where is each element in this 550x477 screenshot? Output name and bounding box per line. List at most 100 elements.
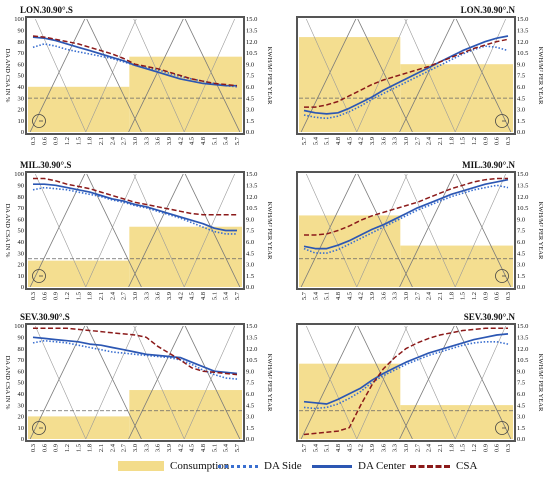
- y-tick-label: 10: [18, 425, 25, 432]
- series-line-da-center: [32, 336, 238, 375]
- x-tick-label: 3.3: [143, 444, 150, 452]
- y2-tick-label: 9.0: [246, 61, 254, 68]
- x-tick-label: 4.8: [335, 444, 342, 452]
- series-line-csa: [33, 327, 238, 376]
- x-tick-label: 4.8: [335, 137, 342, 145]
- y2-tick-label: 1.5: [246, 118, 254, 125]
- x-tick-label: 4.2: [358, 292, 365, 300]
- y-tick-label: 20: [18, 107, 25, 114]
- y2-tick-label: 0.0: [246, 436, 254, 443]
- x-tick-label: 2.4: [109, 136, 116, 145]
- y2-tick-label: 13.5: [246, 335, 257, 342]
- y2-tick-label: 13.5: [517, 335, 528, 342]
- x-tick-label: 1.2: [471, 292, 478, 300]
- x-tick-label: 0.6: [494, 291, 501, 300]
- decor-triangle-1: [29, 326, 142, 439]
- y2-tick-label: 1.5: [246, 273, 254, 280]
- x-tick-label: 1.5: [75, 292, 82, 300]
- x-tick-label: 1.2: [64, 292, 71, 300]
- decor-triangle-1: [300, 326, 413, 439]
- x-tick-label: 1.8: [87, 444, 94, 452]
- decor-group: [300, 19, 512, 132]
- x-tick-label: 5.4: [223, 443, 230, 452]
- x-tick-label: 3.0: [132, 137, 139, 145]
- panel-title: SEV.30.90°.S: [20, 312, 70, 322]
- y2-tick-label: 12.0: [517, 39, 528, 46]
- x-tick-label: 3.3: [392, 444, 399, 452]
- y-tick-label: 30: [18, 402, 25, 409]
- x-tick-label: 5.7: [234, 443, 241, 452]
- x-tick-label: 3.6: [380, 136, 387, 145]
- y-tick-label: 50: [18, 380, 25, 387]
- legend-label-da-side: DA Side: [264, 460, 302, 472]
- x-tick-label: 0.9: [53, 444, 60, 452]
- x-tick-label: 4.8: [335, 292, 342, 300]
- y2-tick-label: 12.0: [517, 194, 528, 201]
- y2-tick-label: 15.0: [246, 323, 257, 330]
- decor-triangle-1: [300, 19, 413, 132]
- series-line-da-center: [32, 36, 237, 87]
- y2-tick-label: 4.5: [517, 95, 525, 102]
- y2-tick-label: 4.5: [246, 250, 254, 257]
- y2-tick-label: 3.0: [246, 107, 254, 114]
- y2-tick-label: 6.0: [517, 239, 525, 246]
- x-tick-label: 4.5: [346, 444, 353, 452]
- panel-frame: [296, 171, 516, 290]
- y-tick-label: 0: [21, 129, 24, 136]
- y2-tick-label: 9.0: [517, 216, 525, 223]
- x-tick-label: 4.8: [200, 444, 207, 452]
- x-tick-label: 3.9: [166, 137, 173, 145]
- x-tick-label: 5.1: [324, 444, 331, 452]
- decor-group: [29, 19, 241, 132]
- y2-axis-label: KWH/M² PER YEAR: [537, 47, 544, 105]
- x-tick-label: 4.2: [177, 292, 184, 300]
- consumption-bar-2: [129, 226, 242, 287]
- decor-inverted-triangle-2: [133, 19, 236, 132]
- x-tick-label: 5.7: [234, 291, 241, 300]
- decor-triangle-2: [128, 19, 241, 132]
- x-tick-label: 2.7: [121, 291, 128, 300]
- y2-tick-label: 15.0: [517, 323, 528, 330]
- y-tick-label: 0: [21, 284, 24, 291]
- x-tick-label: 2.4: [426, 136, 433, 145]
- y2-tick-label: 4.5: [517, 250, 525, 257]
- x-tick-label: 2.7: [121, 136, 128, 145]
- y-tick-label: 80: [18, 346, 25, 353]
- x-tick-label: 4.2: [177, 444, 184, 452]
- series-line-csa: [303, 327, 508, 436]
- x-tick-label: 4.5: [346, 292, 353, 300]
- y2-axis-label: KWH/M² PER YEAR: [266, 202, 273, 260]
- y-tick-label: 50: [18, 228, 25, 235]
- y2-tick-label: 0.0: [246, 129, 254, 136]
- y-tick-label: 20: [18, 414, 25, 421]
- y2-tick-label: 9.0: [246, 368, 254, 375]
- y-tick-label: 100: [14, 323, 24, 330]
- panel-4: MIL.30.90°.N 5.7 5.4 5.1 4.8 4.5 4.2 3.9 3.6 3.3 3…: [296, 160, 544, 300]
- x-tick-label: 2.4: [109, 291, 116, 300]
- x-tick-label: 3.9: [166, 292, 173, 300]
- x-tick-label: 3.0: [403, 292, 410, 300]
- decor-inverted-triangle-2: [404, 326, 507, 439]
- x-tick-label: 0.9: [53, 292, 60, 300]
- decor-inverted-triangle-1: [305, 19, 408, 132]
- x-tick-label: 1.8: [448, 137, 455, 145]
- x-tick-label: 5.1: [211, 137, 218, 145]
- decor-triangle-1: [29, 174, 142, 287]
- y2-tick-label: 6.0: [246, 239, 254, 246]
- consumption-bar-2: [400, 405, 513, 439]
- x-tick-label: 5.4: [312, 136, 319, 145]
- y2-tick-label: 10.5: [246, 205, 257, 212]
- x-tick-label: 2.1: [98, 137, 105, 145]
- consumption-bar-1: [28, 260, 130, 287]
- decor-group: [300, 326, 512, 439]
- x-tick-label: 1.5: [460, 137, 467, 145]
- legend-swatch-csa: [410, 464, 450, 468]
- x-tick-label: 3.3: [143, 292, 150, 300]
- panel-title: MIL.30.90°.N: [462, 160, 515, 170]
- y-tick-label: 60: [18, 61, 25, 68]
- y2-axis-label: KWH/M² PER YEAR: [266, 47, 273, 105]
- y2-axis-label: KWH/M² PER YEAR: [537, 354, 544, 412]
- sensor-circle: [495, 421, 509, 435]
- decor-inverted-triangle-2: [404, 174, 507, 287]
- panel-6: SEV.30.90°.N 5.7 5.4 5.1 4.8 4.5 4.2 3.9 3.6 3.3 3…: [296, 312, 544, 452]
